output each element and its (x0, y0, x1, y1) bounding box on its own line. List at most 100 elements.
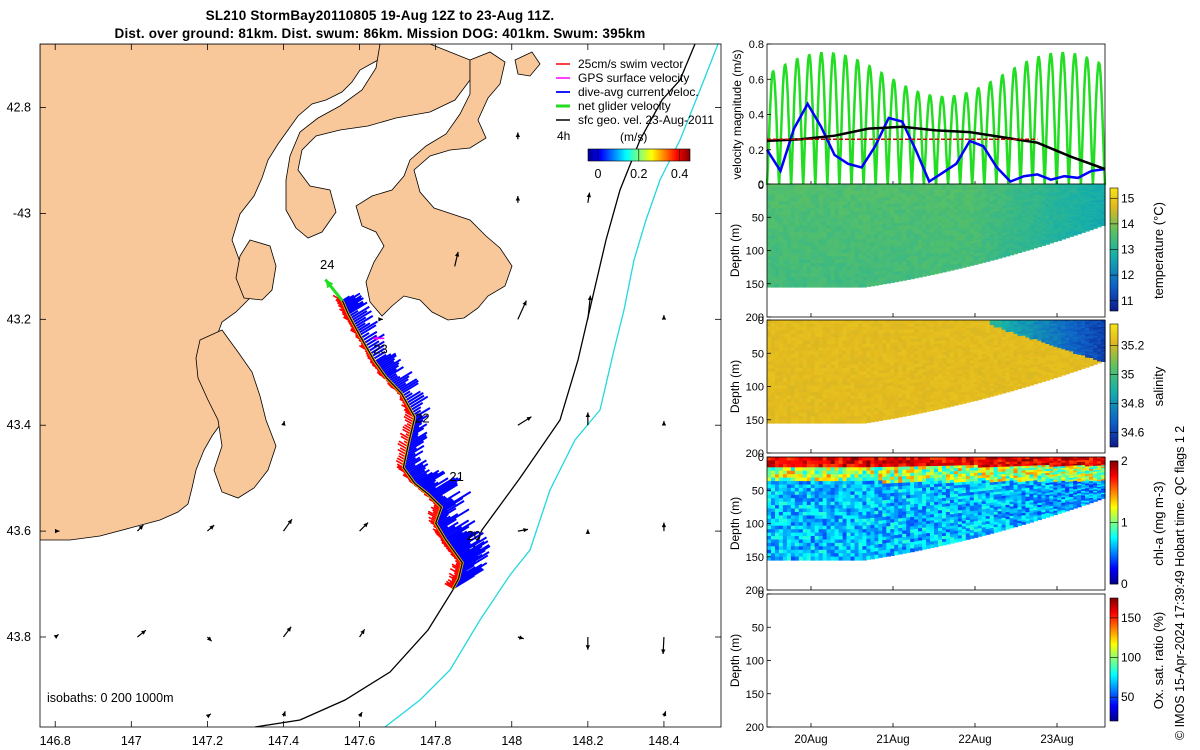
section-cell (1045, 196, 1050, 199)
section-cell (1001, 247, 1007, 251)
section-cell (786, 416, 792, 421)
section-cell (818, 361, 824, 366)
section-cell (1025, 203, 1031, 207)
section-cell (886, 369, 891, 374)
section-cell (965, 238, 971, 243)
section-cell (997, 384, 1003, 388)
dive-current-vector (451, 530, 480, 550)
section-cell (870, 200, 875, 205)
section-cell (965, 263, 971, 267)
section-cell (842, 350, 848, 355)
section-cell (846, 273, 852, 278)
section-cell (822, 204, 828, 209)
section-cell (938, 367, 943, 371)
section-cell (850, 190, 856, 195)
section-cell (1085, 229, 1090, 232)
section-cell (782, 388, 788, 393)
section-cell (798, 201, 804, 206)
section-cell (1033, 192, 1038, 196)
section-cell (874, 268, 879, 273)
section-cell (969, 262, 975, 266)
section-cell (949, 227, 955, 231)
section-cell (1001, 351, 1007, 355)
section-cell (810, 190, 816, 195)
section-cell (953, 339, 959, 344)
section-cell (961, 364, 967, 368)
section-cell (771, 357, 776, 362)
section-cell (1017, 367, 1023, 371)
section-cell (894, 394, 899, 399)
section-cell (1037, 194, 1042, 198)
section-cell (846, 385, 852, 390)
section-cell (842, 340, 848, 345)
section-cell (790, 228, 796, 233)
section-cell (985, 320, 991, 324)
section-cell (854, 405, 860, 410)
section-cell (945, 383, 951, 388)
section-cell (806, 256, 812, 261)
section-cell (838, 385, 844, 390)
section-cell (822, 416, 828, 421)
section-cell (842, 208, 848, 213)
velocity-ytick-label: 0.2 (749, 145, 764, 157)
section-cell (953, 246, 959, 250)
section-cell (842, 392, 848, 397)
section-cell (914, 385, 919, 390)
section-cell (1021, 206, 1027, 210)
dive-current-vector (391, 370, 413, 385)
section-cell (981, 333, 987, 337)
section-cell (842, 221, 848, 226)
section-cell (767, 239, 772, 243)
section-cell (850, 419, 856, 424)
section-cell (810, 201, 816, 206)
section-cell (818, 187, 824, 192)
section-cell (767, 218, 772, 223)
section-cell (926, 199, 931, 203)
section-cell (1041, 220, 1046, 224)
section-cell (818, 395, 824, 400)
section-cell (1041, 233, 1046, 236)
section-cell (922, 332, 927, 336)
section-cell (910, 243, 915, 248)
section-cell (902, 232, 907, 236)
section-cell (767, 249, 772, 254)
section-cell (846, 208, 852, 213)
section-cell (997, 238, 1003, 242)
section-cell (985, 227, 991, 231)
section-cell (802, 273, 808, 278)
section-cell (767, 187, 772, 192)
section-cell (926, 326, 931, 330)
section-cell (1001, 235, 1007, 238)
section-cell (945, 221, 951, 226)
section-cell (830, 280, 836, 285)
section-cell (1093, 184, 1098, 187)
section-cell (977, 330, 983, 334)
section-cell (775, 263, 780, 267)
section-cell (1101, 206, 1106, 208)
section-cell (894, 359, 899, 363)
section-cell (1005, 193, 1011, 197)
section-cell (822, 333, 828, 338)
section-cell (782, 337, 788, 342)
section-cell (989, 325, 995, 329)
section-cell (786, 402, 792, 407)
section-cell (866, 231, 871, 236)
section-cell (775, 340, 780, 345)
section-cell (775, 375, 780, 379)
section-cell (882, 359, 887, 364)
section-cell (1005, 351, 1011, 355)
section-cell (1053, 201, 1058, 204)
section-cell (898, 413, 903, 418)
colorbar-tick-label: 14 (1121, 217, 1135, 231)
section-cell (822, 256, 828, 261)
section-cell (922, 211, 927, 216)
section-cell (818, 263, 824, 267)
section-cell (906, 206, 911, 210)
section-cell (942, 245, 947, 249)
section-cell (1089, 200, 1094, 203)
section-cell (985, 386, 991, 391)
section-cell (1073, 189, 1078, 192)
section-cell (902, 209, 907, 214)
section-cell (786, 242, 792, 247)
section-cell (942, 378, 947, 382)
